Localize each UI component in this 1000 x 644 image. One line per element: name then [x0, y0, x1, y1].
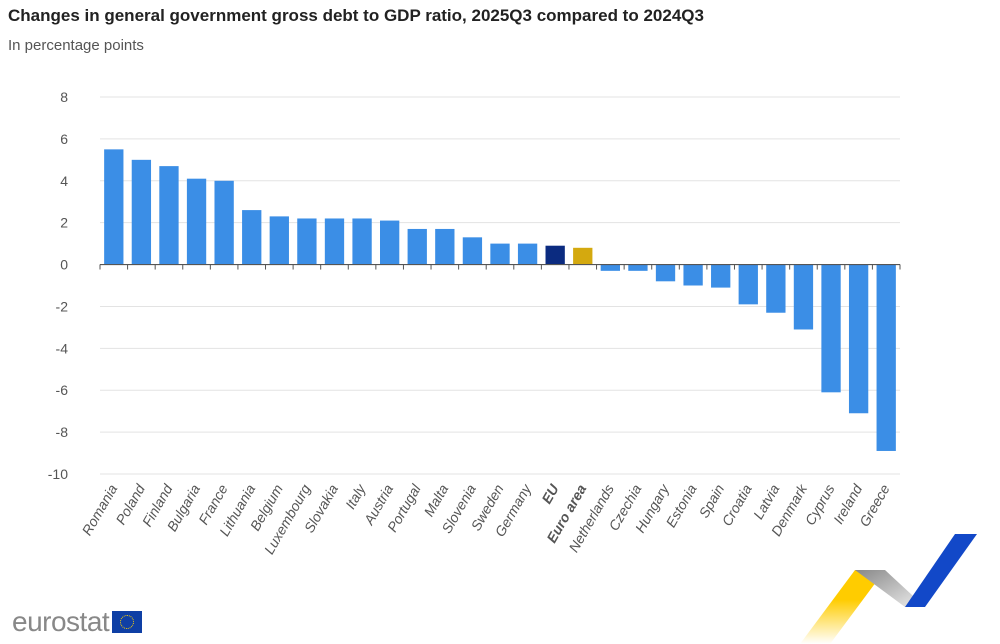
bar-denmark: [793, 264, 814, 330]
x-tick-label: Italy: [342, 481, 369, 512]
bar-latvia: [766, 264, 786, 313]
bar-bulgaria: [186, 178, 207, 265]
bar-malta: [435, 228, 455, 265]
bar-croatia: [738, 264, 758, 305]
eu-flag-icon: [112, 611, 143, 633]
y-tick-label: 8: [60, 89, 68, 105]
y-tick-label: 6: [60, 131, 68, 147]
bar-romania: [104, 149, 124, 265]
bar-lithuania: [242, 210, 262, 265]
bar-spain: [711, 264, 731, 288]
y-tick-label: -2: [56, 298, 69, 314]
bar-france: [214, 180, 234, 265]
y-tick-label: -4: [56, 340, 69, 356]
y-tick-label: 0: [60, 257, 68, 273]
bar-slovakia: [324, 218, 345, 265]
bar-poland: [131, 159, 152, 265]
y-tick-label: -8: [56, 424, 69, 440]
bar-belgium: [269, 216, 289, 265]
y-tick-label: 2: [60, 215, 68, 231]
bar-czechia: [628, 264, 648, 271]
bar-ireland: [848, 264, 869, 414]
chart-title: Changes in general government gross debt…: [8, 6, 704, 25]
bar-greece: [876, 264, 896, 451]
bar-euro-area: [573, 247, 593, 265]
bar-luxembourg: [297, 218, 317, 265]
bar-cyprus: [821, 264, 841, 393]
x-tick-label: Romania: [79, 481, 121, 538]
y-tick-label: -6: [56, 382, 69, 398]
x-tick-label: EU: [538, 481, 562, 507]
bar-finland: [159, 166, 179, 265]
chart-subtitle: In percentage points: [8, 37, 144, 54]
bar-sweden: [490, 243, 510, 265]
bar-eu: [545, 245, 565, 265]
y-tick-label: -10: [48, 466, 68, 482]
bar-slovenia: [462, 237, 483, 265]
bar-netherlands: [600, 264, 620, 271]
bar-italy: [352, 218, 372, 265]
bar-hungary: [655, 264, 676, 282]
y-tick-label: 4: [60, 173, 68, 189]
bar-germany: [517, 243, 538, 265]
eurostat-swoosh-decoration: [800, 534, 977, 644]
logo-text: eurostat: [12, 606, 110, 637]
bar-estonia: [683, 264, 703, 286]
bar-portugal: [407, 228, 427, 265]
bar-austria: [380, 220, 400, 265]
eurostat-logo: eurostat: [12, 606, 143, 638]
